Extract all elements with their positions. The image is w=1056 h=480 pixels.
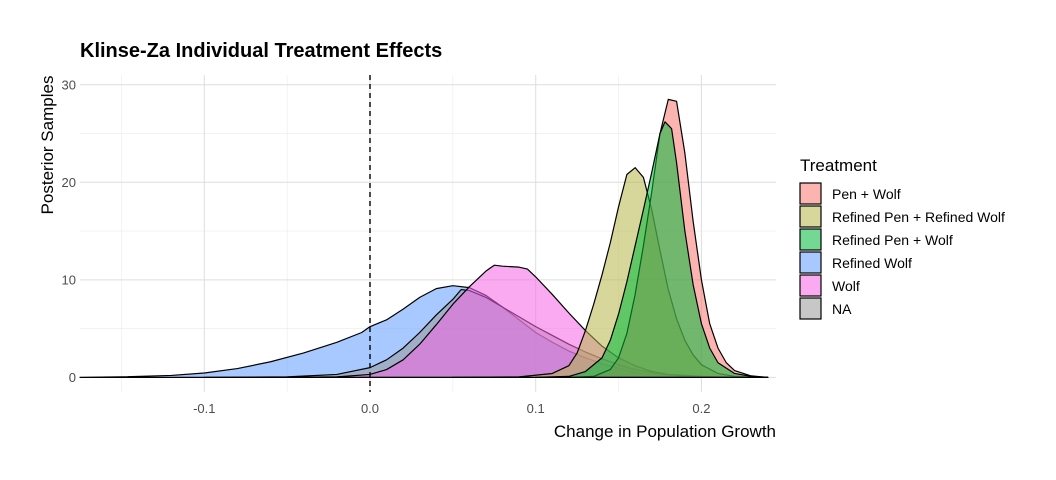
legend-swatch [799, 274, 822, 297]
x-tick-label: 0.2 [692, 401, 710, 416]
x-axis-label: Change in Population Growth [554, 422, 776, 441]
y-tick-label: 10 [62, 272, 76, 287]
density-areas [79, 98, 769, 378]
legend-title: Treatment [800, 156, 877, 175]
legend-swatch [799, 228, 822, 251]
x-tick-label: 0.1 [527, 401, 545, 416]
y-axis-ticks: 0 10 20 30 [62, 77, 76, 385]
x-axis-ticks: -0.1 0.0 0.1 0.2 [193, 401, 710, 416]
y-tick-label: 20 [62, 175, 76, 190]
y-tick-label: 30 [62, 77, 76, 92]
x-tick-label: -0.1 [193, 401, 215, 416]
legend-label: Pen + Wolf [832, 186, 901, 202]
y-tick-label: 0 [69, 370, 76, 385]
legend-label: Refined Pen + Refined Wolf [832, 209, 1005, 225]
x-tick-label: 0.0 [361, 401, 379, 416]
legend-swatch [799, 182, 822, 205]
y-axis-label: Posterior Samples [38, 76, 57, 215]
legend-label: Wolf [832, 278, 860, 294]
legend: Treatment Pen + Wolf Refined Pen + Refine… [799, 156, 1005, 320]
legend-label: Refined Pen + Wolf [832, 232, 953, 248]
chart-title: Klinse-Za Individual Treatment Effects [80, 40, 442, 62]
legend-label: NA [832, 301, 852, 317]
legend-swatch [799, 251, 822, 274]
density-area-refined-pen-wolf [535, 121, 769, 378]
legend-swatch [799, 297, 822, 320]
legend-swatch [799, 205, 822, 228]
legend-label: Refined Wolf [832, 255, 912, 271]
